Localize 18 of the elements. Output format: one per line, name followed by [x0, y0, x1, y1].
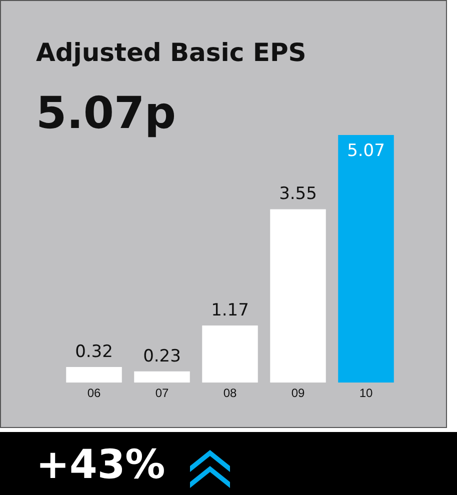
data-label: 3.55: [279, 184, 317, 204]
bar: [338, 135, 394, 383]
x-tick-label: 08: [223, 386, 237, 400]
data-label: 0.32: [75, 342, 113, 362]
chart-title: Adjusted Basic EPS: [36, 38, 306, 67]
chart-subtitle: 5.07p: [36, 88, 176, 139]
x-tick-label: 10: [359, 386, 373, 400]
bar: [134, 371, 190, 383]
data-label: 5.07: [347, 140, 385, 161]
data-label: 0.23: [143, 346, 181, 366]
bar: [270, 209, 326, 383]
x-tick-label: 06: [87, 386, 101, 400]
text: +43%: [36, 442, 166, 488]
bar: [66, 366, 122, 383]
data-label: 1.17: [211, 300, 249, 320]
x-tick-label: 07: [155, 386, 169, 400]
x-tick-label: 09: [291, 386, 305, 400]
bar: [202, 325, 258, 383]
